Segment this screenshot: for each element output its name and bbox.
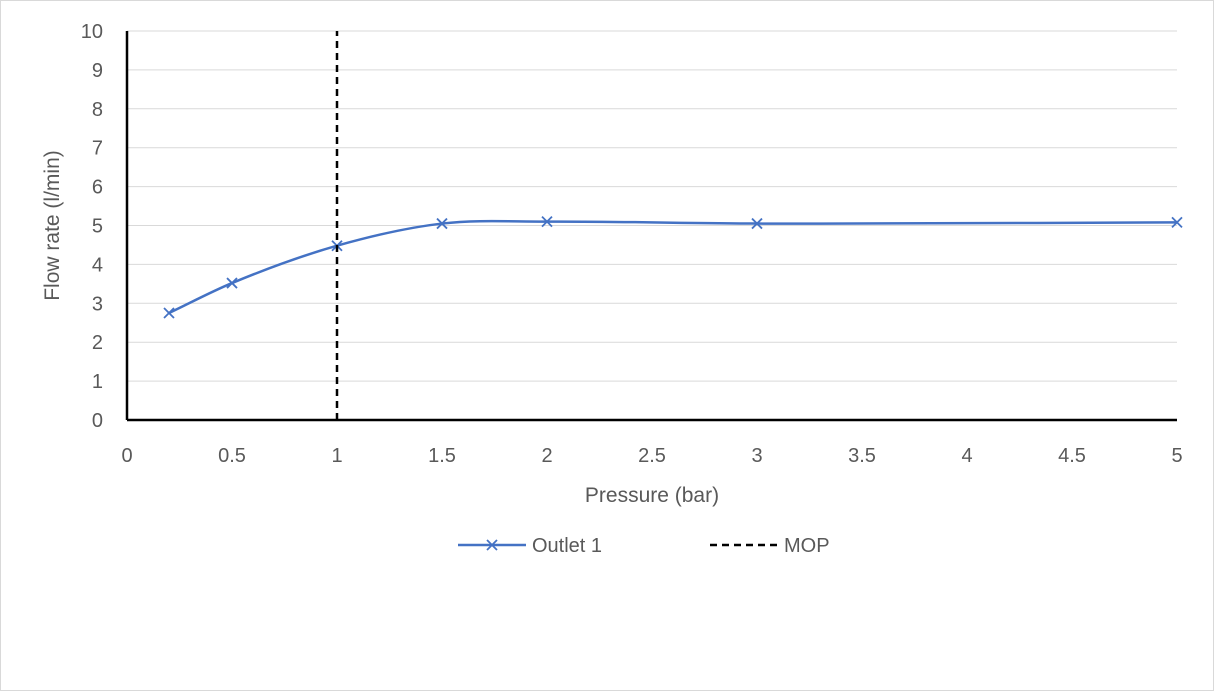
y-tick-label: 0 — [92, 410, 103, 432]
data-point-marker — [541, 215, 553, 228]
y-tick-label: 8 — [92, 99, 103, 121]
y-tick-labels: 0 1 2 3 4 5 6 7 8 9 10 — [81, 21, 103, 432]
legend-entry: MOP — [710, 535, 830, 557]
data-point-marker — [486, 539, 498, 551]
data-point-marker — [226, 277, 238, 289]
y-tick-label: 3 — [92, 293, 103, 315]
series-line-outlet-1 — [168, 219, 1178, 315]
y-tick-label: 5 — [92, 216, 103, 238]
data-point-marker — [1171, 216, 1183, 229]
x-tick-label: 0.5 — [218, 445, 246, 467]
x-tick-label: 4.5 — [1058, 445, 1086, 467]
y-tick-label: 4 — [92, 254, 103, 276]
y-tick-label: 2 — [92, 332, 103, 354]
x-tick-label: 1 — [331, 445, 342, 467]
data-point-marker — [751, 217, 763, 230]
series-layer — [163, 31, 1183, 420]
x-tick-label: 4 — [961, 445, 972, 467]
data-point-marker — [436, 217, 448, 230]
x-tick-label: 2.5 — [638, 445, 666, 467]
x-tick-label: 5 — [1171, 445, 1182, 467]
x-tick-label: 1.5 — [428, 445, 456, 467]
x-tick-label: 3 — [751, 445, 762, 467]
y-tick-label: 9 — [92, 60, 103, 82]
x-tick-labels: 0 0.5 1 1.5 2 2.5 3 3.5 4 4.5 5 — [121, 445, 1182, 467]
gridlines — [127, 30, 1177, 382]
legend-label: MOP — [784, 535, 830, 557]
x-axis-label: Pressure (bar) — [585, 484, 719, 507]
data-point-marker — [163, 307, 175, 319]
x-tick-label: 2 — [541, 445, 552, 467]
legend-entry: Outlet 1 — [458, 535, 602, 557]
x-tick-label: 0 — [121, 445, 132, 467]
y-tick-label: 6 — [92, 177, 103, 199]
y-axis-label: Flow rate (l/min) — [41, 150, 64, 301]
y-tick-label: 7 — [92, 138, 103, 160]
y-tick-label: 10 — [81, 21, 103, 43]
legend: Outlet 1 MOP — [458, 535, 830, 557]
axes — [125, 31, 1177, 422]
x-tick-label: 3.5 — [848, 445, 876, 467]
y-tick-label: 1 — [92, 371, 103, 393]
legend-label: Outlet 1 — [532, 535, 602, 557]
